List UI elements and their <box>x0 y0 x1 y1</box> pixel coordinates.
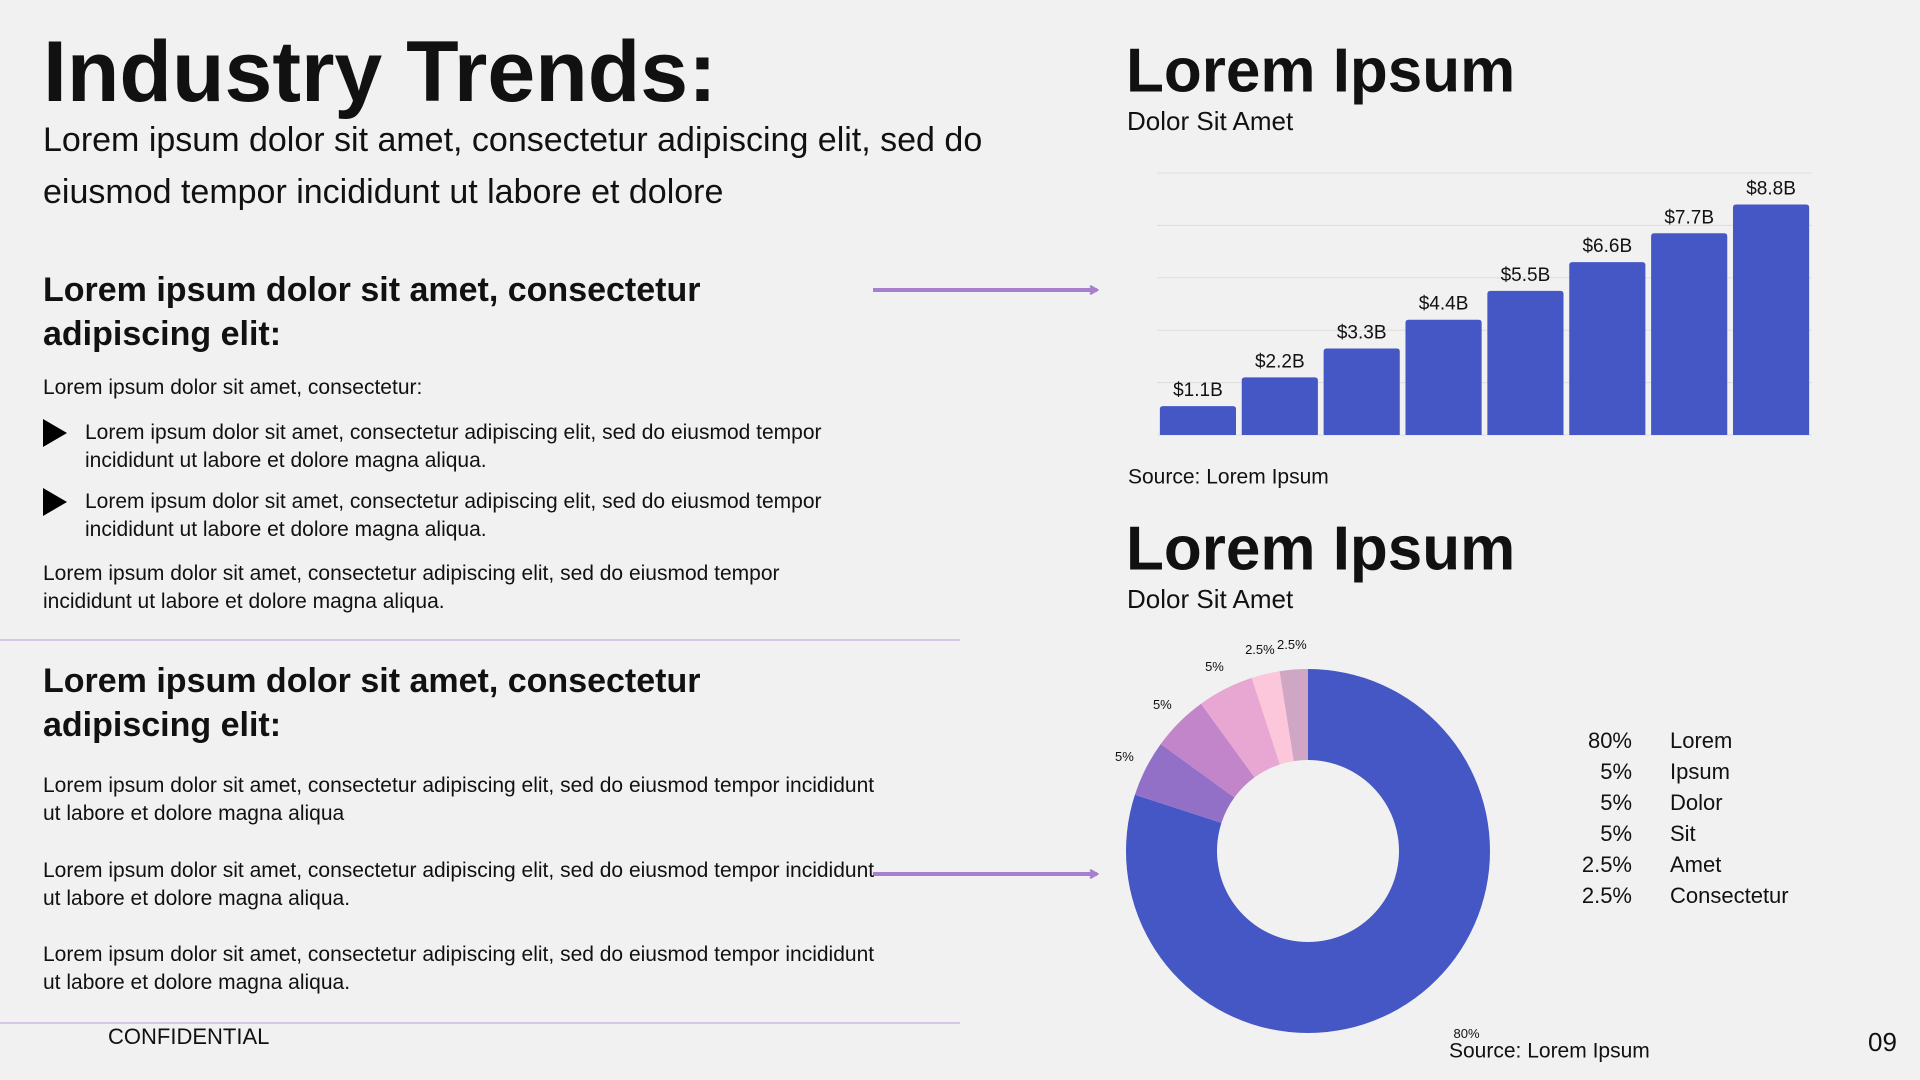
legend-label: Sit <box>1670 821 1696 846</box>
slice <box>1126 669 1490 1033</box>
paragraph: Lorem ipsum dolor sit amet, consectetur … <box>43 859 875 910</box>
slice <box>1201 677 1280 778</box>
slice-label: 5% <box>1153 697 1172 712</box>
value-label: $4.4B <box>1419 294 1469 315</box>
footer-label: CONFIDENTIAL <box>108 1024 270 1049</box>
value-label: $1.1B <box>1173 380 1223 401</box>
bar <box>1323 348 1400 435</box>
value-label: $2.2B <box>1255 351 1305 372</box>
source: Source: Lorem Ipsum <box>1449 1040 1650 1063</box>
legend-value: 2.5% <box>1582 883 1632 908</box>
legend-label: Consectetur <box>1670 883 1789 908</box>
bar <box>1732 204 1810 435</box>
chart-subtitle: Dolor Sit Amet <box>1127 584 1294 614</box>
value-label: $5.5B <box>1501 265 1551 286</box>
slice <box>1251 671 1294 765</box>
bullet: Lorem ipsum dolor sit amet, consectetur … <box>85 421 822 472</box>
slice-label: 2.5% <box>1277 637 1307 652</box>
slice <box>1160 703 1255 798</box>
legend-label: Dolor <box>1670 790 1723 815</box>
paragraph: Lorem ipsum dolor sit amet, consectetur … <box>43 562 780 613</box>
slice-label: 5% <box>1115 749 1134 764</box>
section-heading: Lorem ipsum dolor sit amet, consectetur … <box>43 662 701 744</box>
page-title: Industry Trends: <box>43 24 717 120</box>
slice-label: 80% <box>1454 1026 1480 1041</box>
legend-value: 5% <box>1600 790 1632 815</box>
paragraph: Lorem ipsum dolor sit amet, consectetur … <box>43 774 875 825</box>
slice <box>1279 669 1308 762</box>
bar <box>1651 233 1728 435</box>
bullet: Lorem ipsum dolor sit amet, consectetur … <box>85 490 822 541</box>
page-subtitle: Lorem ipsum dolor sit amet, consectetur … <box>43 121 983 211</box>
legend-value: 2.5% <box>1582 852 1632 877</box>
section-heading: Lorem ipsum dolor sit amet, consectetur … <box>43 271 701 353</box>
bar <box>1159 406 1237 435</box>
source: Source: Lorem Ipsum <box>1128 466 1329 489</box>
slice <box>1134 744 1235 823</box>
paragraph: Lorem ipsum dolor sit amet, consectetur … <box>43 943 875 994</box>
bar <box>1241 377 1318 435</box>
chart-subtitle: Dolor Sit Amet <box>1127 106 1294 136</box>
chart-title: Lorem Ipsum <box>1126 36 1515 105</box>
slice-label: 2.5% <box>1245 642 1275 657</box>
legend-value: 5% <box>1600 759 1632 784</box>
value-label: $6.6B <box>1582 236 1632 257</box>
bullet-icon <box>43 419 67 447</box>
intro: Lorem ipsum dolor sit amet, consectetur: <box>43 376 423 399</box>
value-label: $7.7B <box>1664 207 1714 228</box>
bar <box>1487 290 1564 435</box>
legend-value: 5% <box>1600 821 1632 846</box>
bullet-icon <box>43 488 67 516</box>
bar <box>1569 262 1646 435</box>
legend-value: 80% <box>1588 728 1632 753</box>
legend-label: Amet <box>1670 852 1721 877</box>
page-number: 09 <box>1868 1027 1897 1057</box>
legend-label: Lorem <box>1670 728 1732 753</box>
legend-label: Ipsum <box>1670 759 1730 784</box>
value-label: $8.8B <box>1746 178 1796 199</box>
value-label: $3.3B <box>1337 323 1387 344</box>
slice-label: 5% <box>1205 659 1224 674</box>
bar <box>1405 319 1482 435</box>
chart-title: Lorem Ipsum <box>1126 514 1515 583</box>
